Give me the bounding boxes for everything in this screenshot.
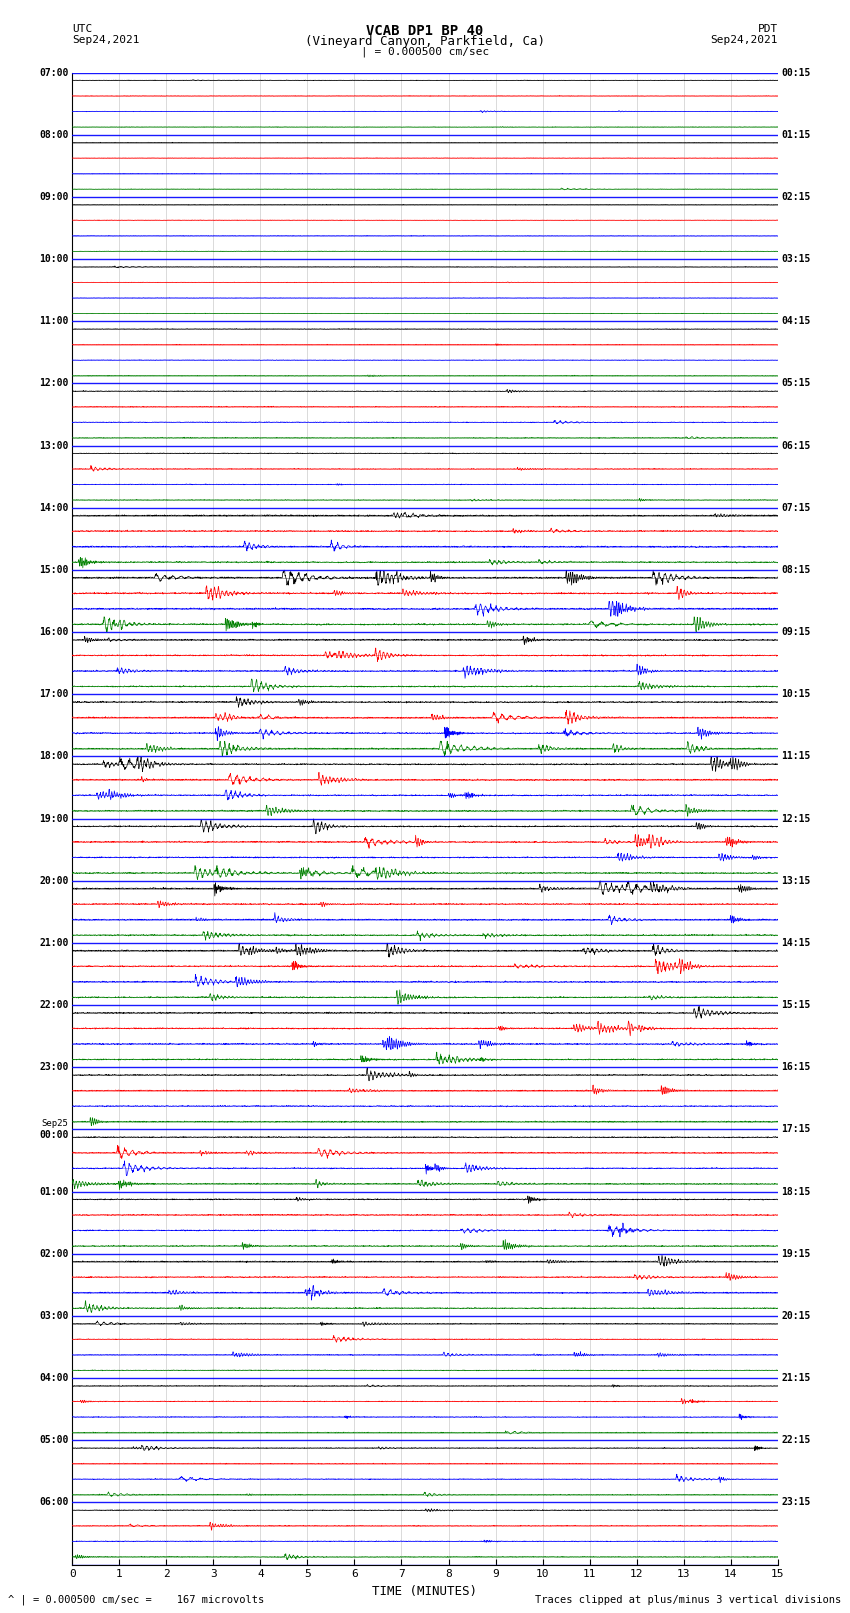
Text: 11:00: 11:00 (39, 316, 69, 326)
Text: | = 0.000500 cm/sec: | = 0.000500 cm/sec (361, 47, 489, 58)
Text: 01:15: 01:15 (781, 129, 811, 140)
Text: 09:00: 09:00 (39, 192, 69, 202)
Text: VCAB DP1 BP 40: VCAB DP1 BP 40 (366, 24, 484, 39)
Text: 11:15: 11:15 (781, 752, 811, 761)
Text: Sep25: Sep25 (42, 1119, 69, 1127)
Text: Traces clipped at plus/minus 3 vertical divisions: Traces clipped at plus/minus 3 vertical … (536, 1595, 842, 1605)
Text: 19:00: 19:00 (39, 813, 69, 824)
Text: 17:00: 17:00 (39, 689, 69, 700)
Text: 13:00: 13:00 (39, 440, 69, 450)
Text: Sep24,2021: Sep24,2021 (711, 35, 778, 45)
Text: 14:15: 14:15 (781, 937, 811, 948)
Text: 03:15: 03:15 (781, 255, 811, 265)
Text: 04:00: 04:00 (39, 1373, 69, 1382)
Text: 03:00: 03:00 (39, 1311, 69, 1321)
Text: 09:15: 09:15 (781, 627, 811, 637)
Text: 22:00: 22:00 (39, 1000, 69, 1010)
Text: 00:00: 00:00 (39, 1129, 69, 1140)
Text: 10:15: 10:15 (781, 689, 811, 700)
Text: 12:00: 12:00 (39, 379, 69, 389)
Text: 20:00: 20:00 (39, 876, 69, 886)
Text: ^ | = 0.000500 cm/sec =    167 microvolts: ^ | = 0.000500 cm/sec = 167 microvolts (8, 1594, 264, 1605)
Text: 20:15: 20:15 (781, 1311, 811, 1321)
Text: 22:15: 22:15 (781, 1436, 811, 1445)
Text: 05:15: 05:15 (781, 379, 811, 389)
Text: 08:00: 08:00 (39, 129, 69, 140)
Text: 06:15: 06:15 (781, 440, 811, 450)
Text: 10:00: 10:00 (39, 255, 69, 265)
Text: 02:00: 02:00 (39, 1248, 69, 1258)
Text: 01:00: 01:00 (39, 1187, 69, 1197)
Text: 17:15: 17:15 (781, 1124, 811, 1134)
Text: 21:15: 21:15 (781, 1373, 811, 1382)
X-axis label: TIME (MINUTES): TIME (MINUTES) (372, 1586, 478, 1598)
Text: 18:15: 18:15 (781, 1187, 811, 1197)
Text: 13:15: 13:15 (781, 876, 811, 886)
Text: 02:15: 02:15 (781, 192, 811, 202)
Text: 15:00: 15:00 (39, 565, 69, 574)
Text: 16:15: 16:15 (781, 1063, 811, 1073)
Text: 12:15: 12:15 (781, 813, 811, 824)
Text: 07:15: 07:15 (781, 503, 811, 513)
Text: 08:15: 08:15 (781, 565, 811, 574)
Text: PDT: PDT (757, 24, 778, 34)
Text: 23:15: 23:15 (781, 1497, 811, 1508)
Text: 06:00: 06:00 (39, 1497, 69, 1508)
Text: 21:00: 21:00 (39, 937, 69, 948)
Text: 19:15: 19:15 (781, 1248, 811, 1258)
Text: 15:15: 15:15 (781, 1000, 811, 1010)
Text: 05:00: 05:00 (39, 1436, 69, 1445)
Text: 07:00: 07:00 (39, 68, 69, 77)
Text: Sep24,2021: Sep24,2021 (72, 35, 139, 45)
Text: 14:00: 14:00 (39, 503, 69, 513)
Text: (Vineyard Canyon, Parkfield, Ca): (Vineyard Canyon, Parkfield, Ca) (305, 35, 545, 48)
Text: 04:15: 04:15 (781, 316, 811, 326)
Text: UTC: UTC (72, 24, 93, 34)
Text: 16:00: 16:00 (39, 627, 69, 637)
Text: 00:15: 00:15 (781, 68, 811, 77)
Text: 23:00: 23:00 (39, 1063, 69, 1073)
Text: 18:00: 18:00 (39, 752, 69, 761)
